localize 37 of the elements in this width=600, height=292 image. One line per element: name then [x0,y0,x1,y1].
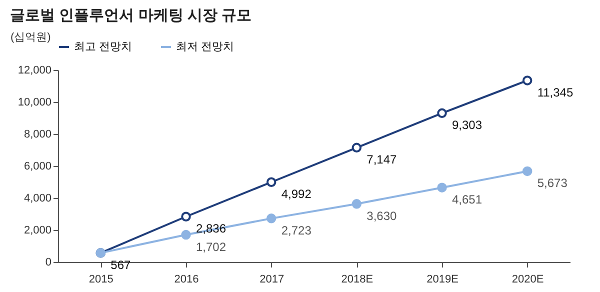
point [437,108,447,118]
x-tick-label: 2015 [88,274,114,286]
x-tick-label: 2016 [174,274,199,286]
data-label: 9,303 [452,118,482,132]
x-tick-label: 2020E [512,274,544,286]
point [437,182,447,192]
x-tick-label: 2019E [426,274,458,286]
point [181,212,191,222]
legend-label: 최고 전망치 [74,41,132,53]
point [266,214,276,224]
point [352,199,362,209]
y-tick-label: 2,000 [24,224,52,236]
data-label: 5,673 [537,176,568,190]
point [522,76,532,86]
data-label: 2,723 [281,223,312,238]
y-tick-label: 12,000 [18,64,52,76]
data-label: 2,836 [196,222,226,236]
data-label: 1,702 [196,240,226,254]
data-label: 4,651 [452,192,482,207]
x-tick-label: 2018E [341,274,374,286]
x-tick-label: 2017 [260,274,284,286]
data-label: 7,147 [366,152,398,167]
point [352,142,362,153]
y-axis-title: (십억원) [10,32,51,44]
data-label: 4,992 [281,187,312,202]
y-tick-label: 10,000 [18,96,52,108]
data-label: 3,630 [366,208,398,223]
y-tick-label: 8,000 [24,128,52,140]
data-label: 11,345 [537,85,574,100]
point [181,230,191,240]
y-tick-label: 4,000 [24,192,52,204]
point [522,166,532,176]
legend-label: 최저 전망치 [176,41,234,53]
y-tick-label: 0 [45,256,52,268]
point [266,177,276,187]
y-tick-label: 6,000 [24,160,52,172]
chart-title: 글로벌 인플루언서 마케팅 시장 규모 [10,7,252,24]
